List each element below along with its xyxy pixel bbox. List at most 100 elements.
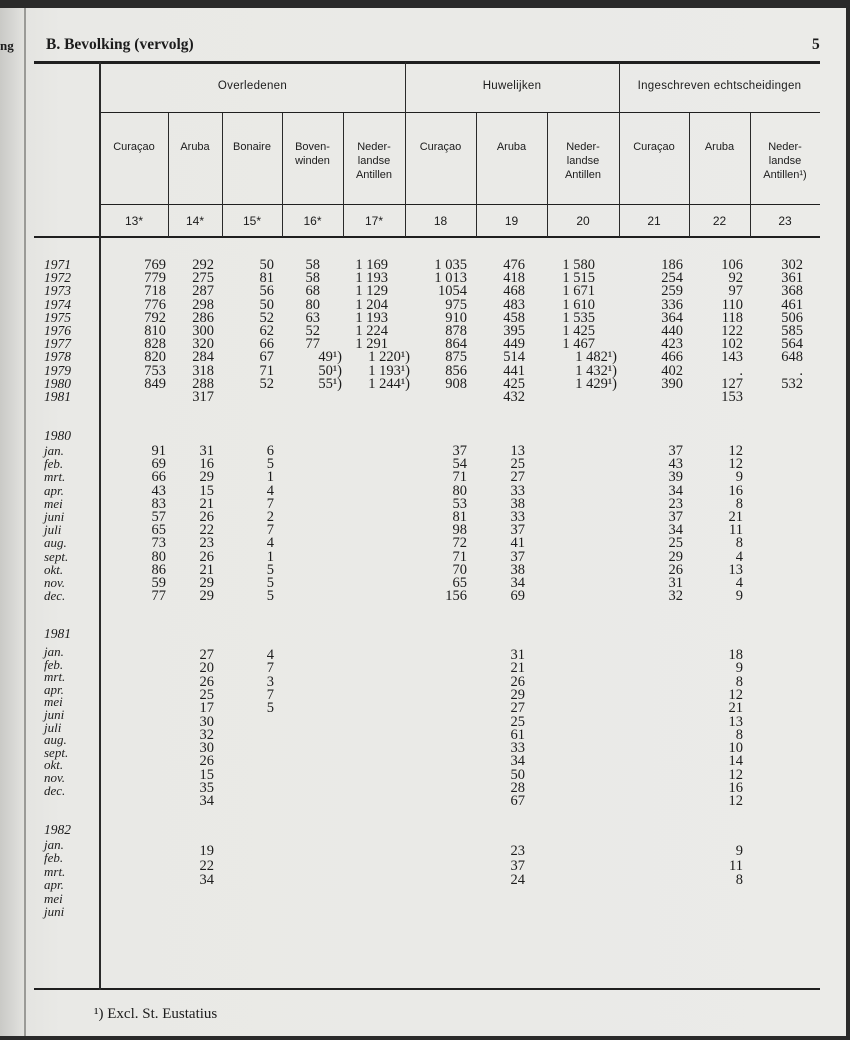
table-cell: 91 xyxy=(151,443,167,459)
table-cell: 70 xyxy=(452,561,468,578)
table-cell: 34 xyxy=(510,753,526,770)
row-label-year: 1981 xyxy=(44,389,71,404)
table-cell: 8 xyxy=(735,673,743,690)
table-cell: 34 xyxy=(510,575,526,591)
table-cell: 37 xyxy=(452,443,468,459)
table-cell: 458 xyxy=(503,309,525,326)
table-cell: 24 xyxy=(510,872,526,888)
table-cell: 34 xyxy=(199,872,215,888)
column-number: 13* xyxy=(124,214,144,228)
table-cell: 30 xyxy=(199,713,215,730)
row-label-month: sept. xyxy=(44,744,69,760)
table-cell: 864 xyxy=(445,336,467,353)
table-cell: 43 xyxy=(668,456,684,473)
table-cell: 25 xyxy=(668,535,684,552)
table-cell: 37 xyxy=(510,522,526,539)
table-cell: 43 xyxy=(151,482,167,499)
table-cell: 1 467 xyxy=(562,336,595,353)
table-cell: 35 xyxy=(199,780,215,796)
table-cell: 118 xyxy=(721,309,743,326)
table-cell: 361 xyxy=(781,270,803,287)
table-cell: 22 xyxy=(199,857,215,874)
table-cell: 5 xyxy=(266,588,274,605)
table-cell: 29 xyxy=(199,588,215,605)
table-cell: 8 xyxy=(735,872,743,888)
row-label-month: apr. xyxy=(44,877,64,893)
group-rule xyxy=(100,112,820,113)
table-cell: 29 xyxy=(199,575,215,591)
table-cell: 878 xyxy=(445,323,467,339)
table-cell: 1 429¹) xyxy=(575,375,617,392)
table-cell: 9 xyxy=(735,660,743,677)
table-cell: 6 xyxy=(266,443,274,459)
table-cell: 320 xyxy=(192,336,214,353)
table-cell: 67 xyxy=(259,349,275,366)
table-cell: 156 xyxy=(445,588,467,605)
table-cell: 31 xyxy=(510,647,526,663)
table-cell: 23 xyxy=(510,843,526,859)
table-cell: 71 xyxy=(259,362,275,379)
table-cell: 292 xyxy=(192,257,214,273)
table-cell: 58 xyxy=(305,270,321,287)
row-label-month: feb. xyxy=(44,456,64,472)
row-label-month: mei xyxy=(44,694,63,710)
table-cell: 1 244¹) xyxy=(368,375,410,392)
table-cell: 77 xyxy=(151,588,167,605)
row-label-month: juni xyxy=(44,509,65,524)
row-label-month: aug. xyxy=(44,535,67,551)
table-cell: 80 xyxy=(151,548,167,565)
table-cell: 441 xyxy=(503,362,525,379)
table-cell: 1 515 xyxy=(562,270,595,287)
row-label-month: jan. xyxy=(44,443,64,458)
column-header: Neder- landse Antillen xyxy=(564,141,602,181)
table-cell: 776 xyxy=(144,296,166,313)
table-cell: 4 xyxy=(266,647,274,663)
block-year-label: 1980 xyxy=(44,428,71,443)
column-divider xyxy=(222,113,223,237)
table-cell: 38 xyxy=(510,561,526,578)
table-cell: 1 035 xyxy=(434,257,467,273)
table-cell: 8 xyxy=(735,535,743,552)
table-cell: . xyxy=(799,362,803,379)
table-cell: 37 xyxy=(668,509,684,525)
table-cell: 30 xyxy=(199,740,215,757)
row-label-year: 1976 xyxy=(44,323,71,338)
table-cell: 1 220¹) xyxy=(368,349,410,366)
table-cell: 16 xyxy=(199,456,215,473)
table-cell: 18 xyxy=(728,647,744,663)
table-cell: 1 193 xyxy=(355,270,388,287)
table-cell: 71 xyxy=(452,469,468,486)
row-label-month: nov. xyxy=(44,770,66,785)
table-cell: 39 xyxy=(668,469,684,486)
table-cell: 26 xyxy=(199,509,215,525)
table-cell: 52 xyxy=(259,375,275,392)
column-header: Curaçao xyxy=(113,141,155,153)
table-cell: 423 xyxy=(661,336,683,353)
table-cell: 449 xyxy=(503,336,525,353)
column-number: 14* xyxy=(185,214,205,228)
row-label-month: nov. xyxy=(44,575,66,590)
table-cell: 153 xyxy=(721,389,743,405)
table-cell: 468 xyxy=(503,283,525,300)
table-cell: 31 xyxy=(668,575,684,591)
table-cell: 15 xyxy=(199,482,215,499)
table-cell: 28 xyxy=(510,780,526,796)
table-cell: 849 xyxy=(144,375,166,392)
table-cell: 1 432¹) xyxy=(575,362,617,379)
column-number: 16* xyxy=(303,214,322,228)
row-label-month: dec. xyxy=(44,782,66,798)
table-cell: 21 xyxy=(199,495,215,512)
table-cell: 975 xyxy=(445,296,467,313)
table-cell: 41 xyxy=(510,535,526,552)
table-cell: 298 xyxy=(192,296,214,313)
table-cell: 440 xyxy=(661,323,683,339)
table-cell: 7 xyxy=(266,660,274,677)
table-cell: 856 xyxy=(445,362,467,379)
table-cell: 50 xyxy=(510,766,526,783)
table-cell: 66 xyxy=(151,469,167,486)
table-cell: 1 610 xyxy=(562,296,595,313)
column-number-rule xyxy=(100,204,820,205)
bottom-rule xyxy=(34,988,820,990)
table-cell: 21 xyxy=(199,561,215,578)
table-cell: 875 xyxy=(445,349,467,366)
